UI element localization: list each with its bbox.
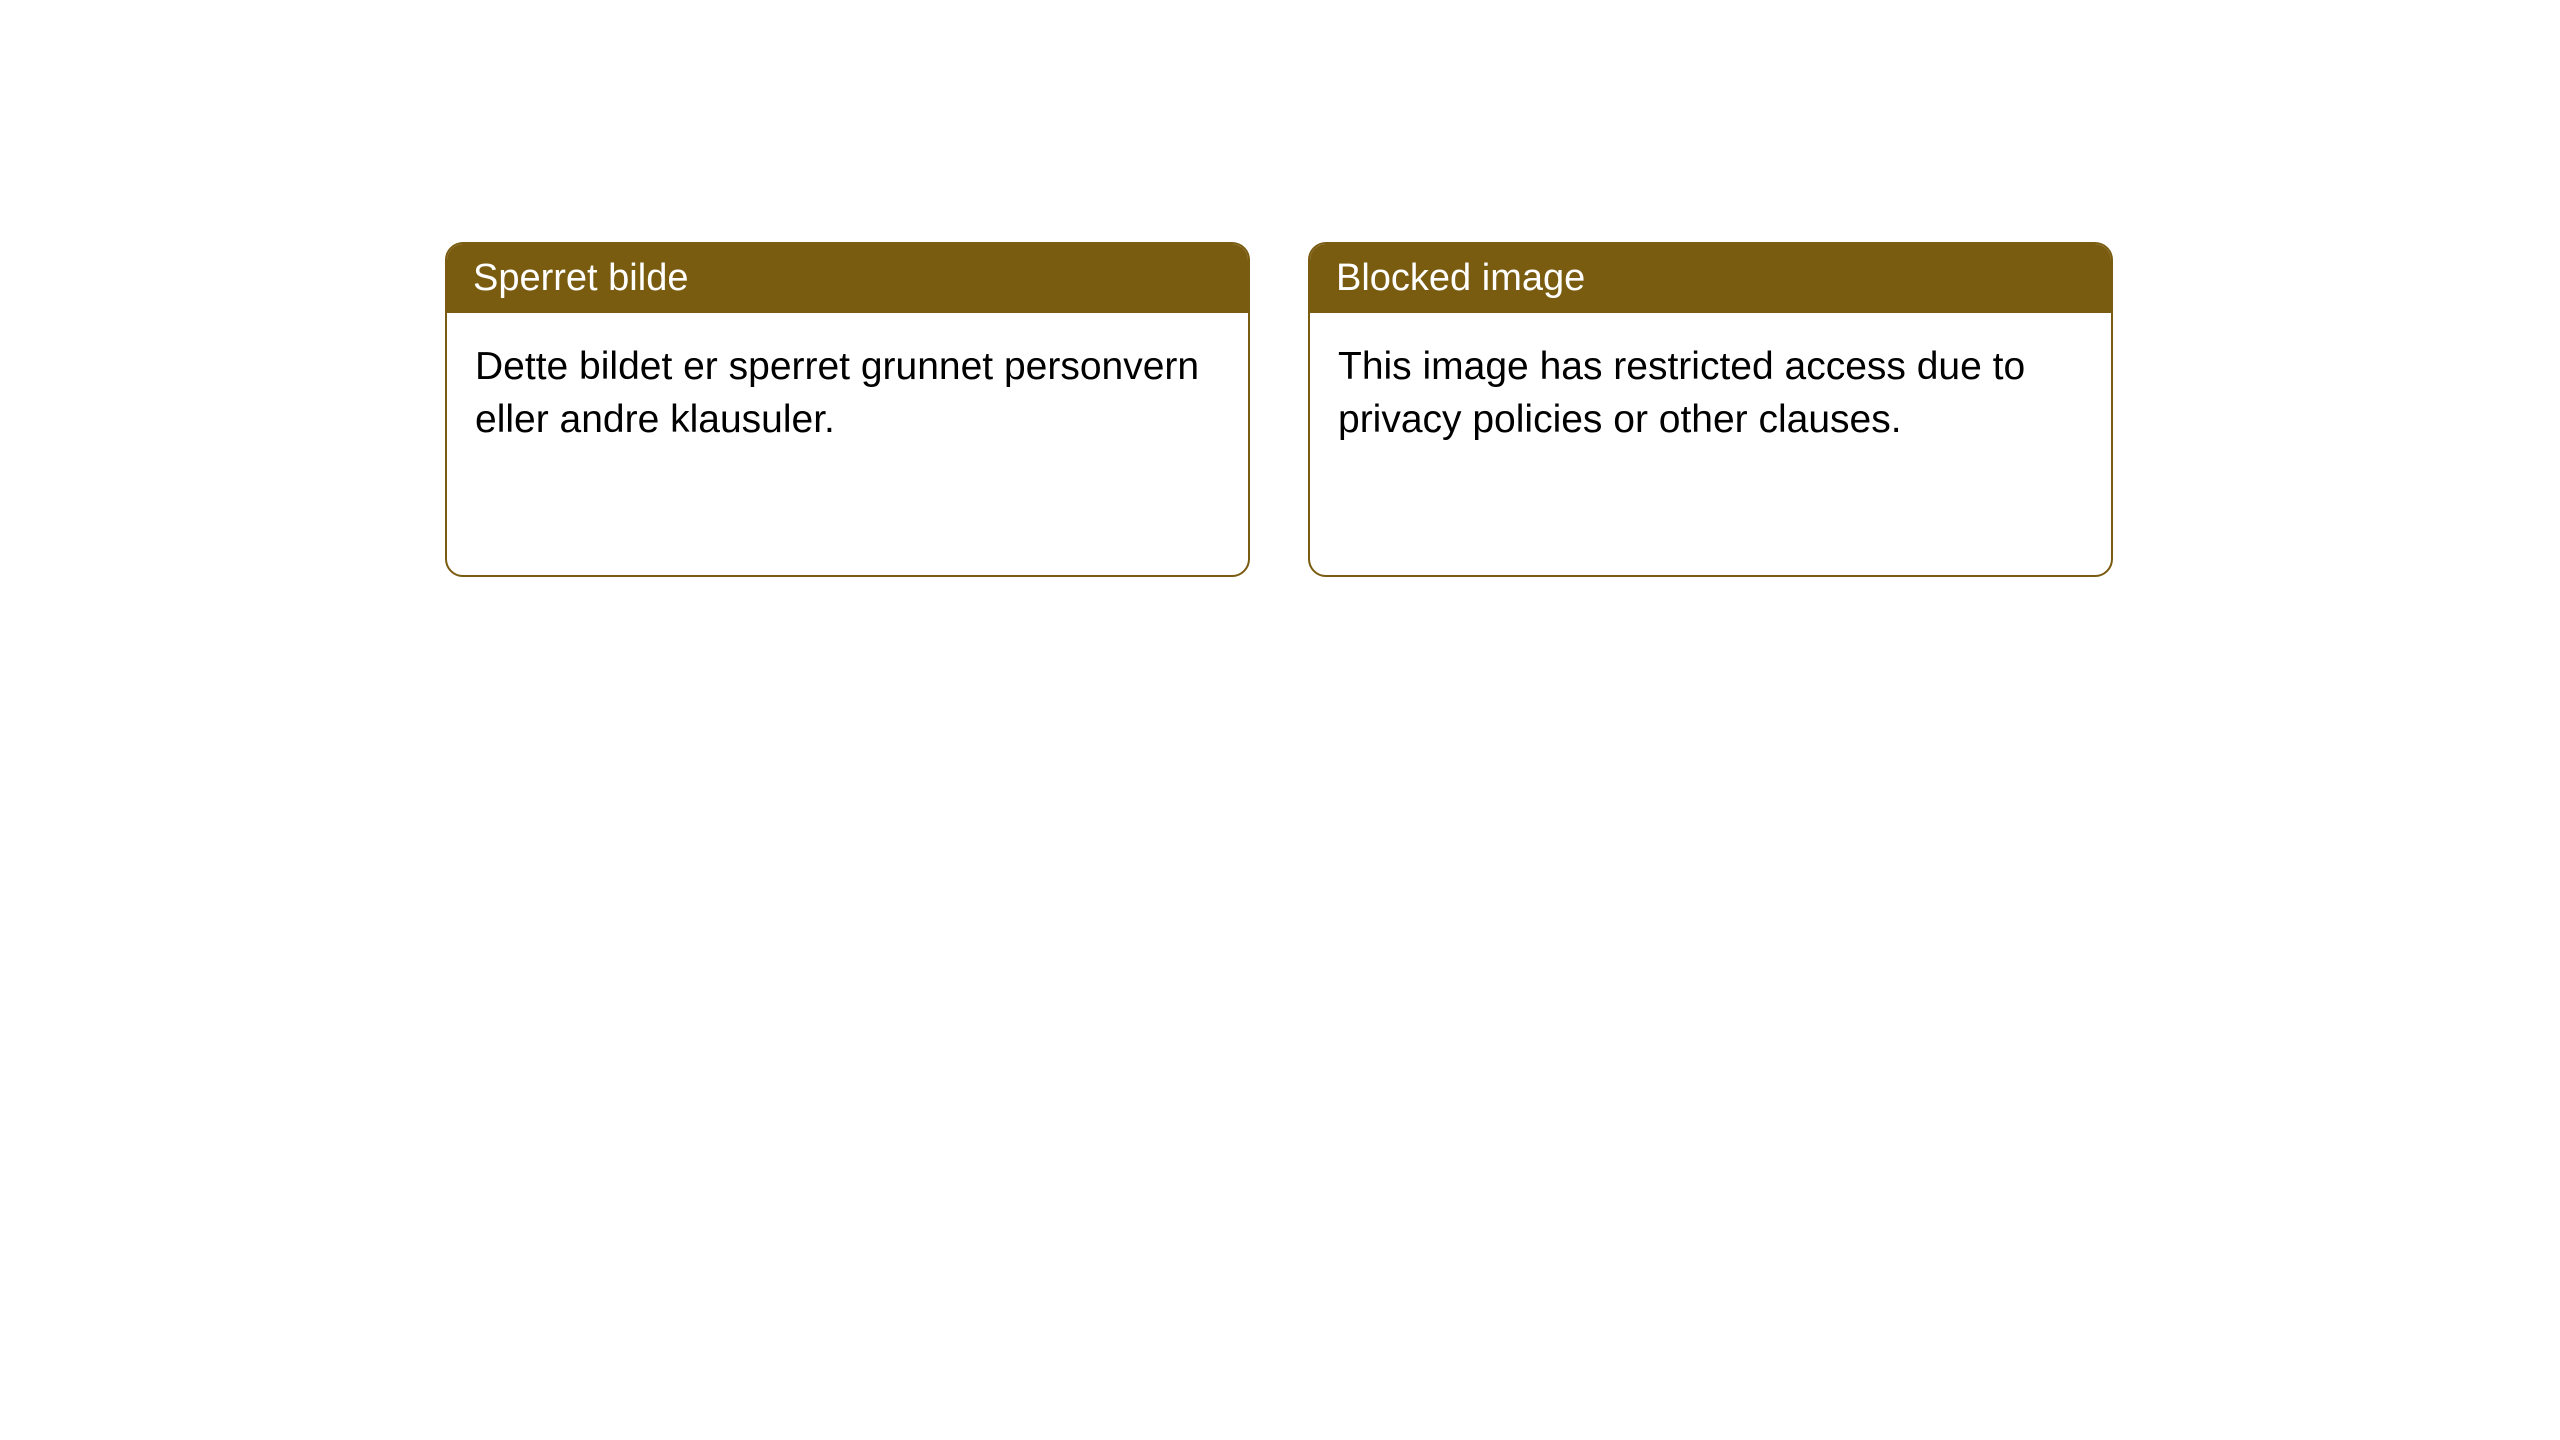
notice-cards-container: Sperret bilde Dette bildet er sperret gr… xyxy=(445,242,2113,577)
notice-card-title: Blocked image xyxy=(1310,244,2111,313)
notice-card-norwegian: Sperret bilde Dette bildet er sperret gr… xyxy=(445,242,1250,577)
notice-card-title: Sperret bilde xyxy=(447,244,1248,313)
notice-card-body: This image has restricted access due to … xyxy=(1310,313,2111,575)
notice-card-body: Dette bildet er sperret grunnet personve… xyxy=(447,313,1248,575)
notice-card-english: Blocked image This image has restricted … xyxy=(1308,242,2113,577)
